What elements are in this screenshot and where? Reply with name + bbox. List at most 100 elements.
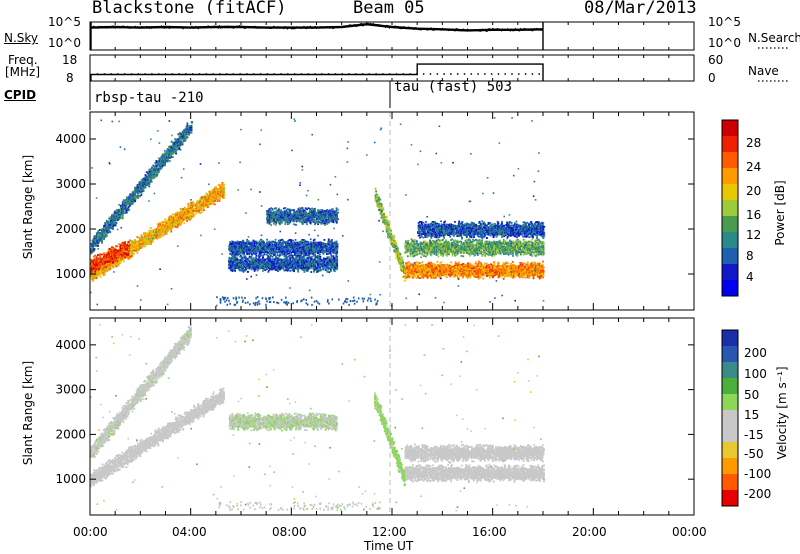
echo-cell [111,222,114,225]
echo-cell [155,160,158,163]
echo-cell [260,251,263,254]
echo-cell [139,195,141,198]
echo-cell [294,250,296,252]
echo-cell [199,212,202,214]
echo-cell [183,131,186,133]
echo-cell [143,243,145,246]
echo-cell [229,252,232,255]
echo-cell [201,210,204,213]
echo-cell [112,216,114,219]
echo-cell [141,190,144,192]
echo-cell [131,250,133,252]
echo-cell [294,239,297,241]
echo-cell [168,149,170,152]
nave-dot [456,73,459,75]
echo-cell [221,183,224,185]
echo-cell [109,266,112,269]
echo-cell [134,193,137,196]
echo-cell [107,267,110,269]
echo-cell [157,171,160,174]
echo-cell [103,233,106,235]
echo-cell [170,141,173,143]
echo-cell [139,190,142,193]
echo-cell [111,215,113,218]
freq-series-group [90,63,544,81]
echo-cell [176,226,179,228]
echo-cell [131,251,133,254]
echo-cell [159,168,162,171]
echo-cell [178,144,181,147]
nave-dot [205,73,208,75]
echo-cell [110,227,113,229]
echo-cell [107,264,110,266]
echo-cell [190,215,193,218]
echo-cell [168,156,171,159]
echo-cell [181,136,184,138]
echo-cell [103,272,106,274]
echo-cell [127,252,130,254]
nave-dot [178,73,181,75]
echo-cell [99,273,102,276]
echo-cell [134,240,137,243]
echo-cell [140,181,143,184]
echo-cell [223,186,225,189]
echo-cell [139,184,142,187]
echo-cell [91,270,93,273]
echo-cell [101,240,103,243]
echo-cell [132,200,135,202]
echo-cell [154,162,157,164]
echo-cell [155,164,158,167]
echo-cell [182,138,185,140]
echo-cell [213,188,216,191]
nave-dot [395,73,398,75]
echo-cell [152,235,155,238]
echo-cell [181,130,184,133]
nave-dot [225,73,228,75]
echo-cell [149,171,151,173]
nave-dot [382,73,384,75]
echo-cell [134,190,137,193]
nave-dot [443,73,445,75]
echo-cell [102,234,105,237]
nave-dot [219,73,221,75]
nave-dot [504,73,507,75]
echo-cell [201,196,204,198]
echo-cell [105,235,108,237]
echo-cell [174,226,177,228]
echo-cell [159,167,162,170]
echo-cell [141,243,144,245]
echo-cell [140,187,143,189]
echo-cell [99,232,101,234]
echo-cell [214,203,216,206]
echo-cell [100,236,103,239]
echo-cell [142,242,145,245]
echo-cell [150,242,152,245]
echo-cell [207,206,209,209]
nave-dot [252,73,255,75]
echo-cell [103,224,106,227]
echo-cell [175,149,178,151]
echo-cell [171,147,174,150]
echo-cell [168,150,171,153]
echo-cell [187,212,190,215]
echo-cell [129,255,132,258]
echo-cell [187,126,189,129]
echo-cell [142,189,145,192]
echo-cell [190,131,193,134]
echo-cell [180,140,182,143]
echo-cell [132,197,135,200]
nave-dot [137,73,140,75]
echo-cell [91,243,94,245]
nave-dot [191,73,194,75]
echo-cell [115,265,118,268]
echo-cell [161,157,163,160]
echo-cell [145,239,148,242]
echo-cell [137,192,139,195]
echo-cell [189,207,192,209]
echo-cell [157,161,160,164]
echo-cell [94,236,97,238]
echo-cell [109,218,111,221]
echo-cell [119,261,122,264]
echo-cell [139,186,141,189]
echo-cell [162,155,165,158]
